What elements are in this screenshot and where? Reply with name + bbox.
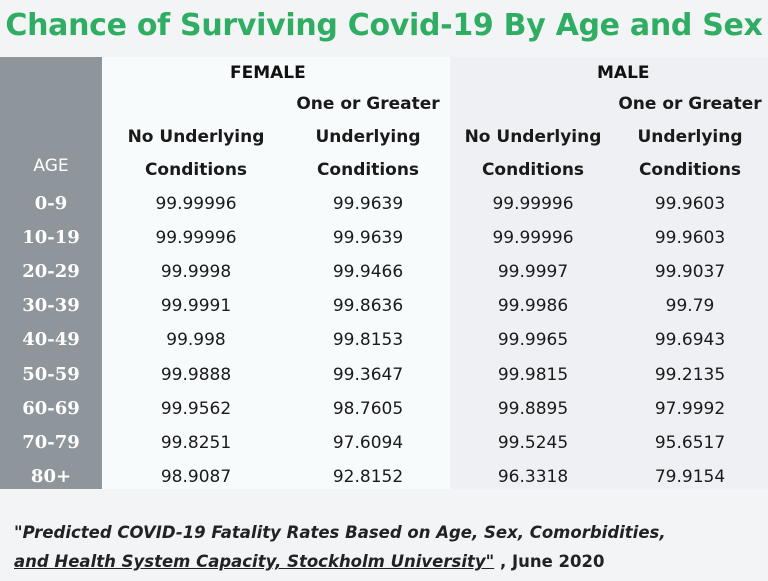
- caption-line-1: "Predicted COVID-19 Fatality Rates Based…: [14, 523, 666, 542]
- value-cell: 99.9991: [160, 296, 232, 317]
- value-cell: 99.9639: [332, 194, 404, 214]
- value-cell: 99.2135: [654, 364, 726, 385]
- header-line: Underlying: [637, 127, 743, 147]
- value-cell: 99.5245: [497, 432, 569, 453]
- age-cell: 60-69: [22, 397, 80, 419]
- age-header: AGE: [33, 156, 69, 176]
- header-line: No Underlying: [127, 127, 265, 147]
- table-row: 0-9 99.99996 99.9639 99.99996 99.9603: [0, 187, 768, 221]
- header-line: Conditions: [144, 160, 248, 180]
- value-cell: 99.9888: [160, 364, 232, 385]
- group-label-male: MALE: [597, 63, 650, 83]
- caption-date: , June 2020: [494, 552, 605, 571]
- value-cell: 99.9466: [332, 262, 404, 283]
- age-cell: 50-59: [22, 363, 80, 385]
- value-cell: 96.3318: [497, 466, 569, 487]
- table-row: 40-49 99.998 99.8153 99.9965 99.6943: [0, 323, 768, 357]
- age-cell: 80+: [30, 465, 72, 487]
- age-cell: 10-19: [22, 227, 80, 249]
- table-row: 10-19 99.99996 99.9639 99.99996 99.9603: [0, 221, 768, 255]
- group-label-female: FEMALE: [230, 63, 306, 83]
- table-row: 80+ 98.9087 92.8152 96.3318 79.9154: [0, 460, 768, 494]
- value-cell: 99.99996: [492, 194, 574, 214]
- header-line: Conditions: [638, 160, 742, 180]
- age-cell: 0-9: [34, 193, 68, 214]
- value-cell: 99.99996: [492, 228, 574, 249]
- value-cell: 99.9998: [160, 262, 232, 283]
- column-header-male-conditions: One or Greater Underlying Conditions: [612, 88, 768, 187]
- age-cell: 40-49: [22, 329, 80, 351]
- header-line: Conditions: [481, 160, 585, 180]
- table-row: 50-59 99.9888 99.3647 99.9815 99.2135: [0, 358, 768, 392]
- value-cell: 99.998: [166, 330, 226, 351]
- value-cell: 99.99996: [155, 228, 237, 249]
- header-line: One or Greater: [296, 94, 440, 114]
- value-cell: 99.8895: [497, 398, 569, 419]
- column-header-female-conditions: One or Greater Underlying Conditions: [286, 88, 450, 187]
- value-cell: 99.8251: [160, 432, 232, 453]
- value-cell: 79.9154: [654, 466, 726, 487]
- value-cell: 98.9087: [160, 466, 232, 487]
- chart-title: Chance of Surviving Covid-19 By Age and …: [5, 8, 763, 43]
- survival-table: FEMALE MALE No Underlying Conditions One…: [0, 57, 768, 489]
- value-cell: 99.8636: [332, 296, 404, 317]
- table-row: 20-29 99.9998 99.9466 99.9997 99.9037: [0, 255, 768, 289]
- value-cell: 99.9997: [497, 262, 569, 283]
- header-line: Underlying: [315, 127, 421, 147]
- value-cell: 99.9986: [497, 296, 569, 317]
- value-cell: 99.9639: [332, 228, 404, 249]
- value-cell: 98.7605: [332, 398, 404, 419]
- value-cell: 99.79: [665, 296, 715, 317]
- male-section-background: [450, 57, 768, 489]
- column-header-female-no-conditions: No Underlying Conditions: [116, 121, 276, 187]
- age-cell: 70-79: [22, 431, 80, 453]
- value-cell: 99.9965: [497, 330, 569, 351]
- age-cell: 20-29: [22, 261, 80, 283]
- source-caption: "Predicted COVID-19 Fatality Rates Based…: [14, 518, 754, 576]
- value-cell: 97.9992: [654, 398, 726, 419]
- value-cell: 99.9037: [654, 262, 726, 283]
- female-section-background: [102, 57, 450, 489]
- value-cell: 95.6517: [654, 432, 726, 453]
- header-line: No Underlying: [464, 127, 602, 147]
- value-cell: 97.6094: [332, 432, 404, 453]
- value-cell: 99.99996: [155, 194, 237, 214]
- column-header-male-no-conditions: No Underlying Conditions: [454, 121, 612, 187]
- table-row: 70-79 99.8251 97.6094 99.5245 95.6517: [0, 426, 768, 460]
- table-row: 30-39 99.9991 99.8636 99.9986 99.79: [0, 289, 768, 323]
- value-cell: 99.8153: [332, 330, 404, 351]
- value-cell: 99.9562: [160, 398, 232, 419]
- table-row: 60-69 99.9562 98.7605 99.8895 97.9992: [0, 392, 768, 426]
- header-line: Conditions: [316, 160, 420, 180]
- value-cell: 99.9603: [654, 228, 726, 249]
- caption-line-2: and Health System Capacity, Stockholm Un…: [14, 547, 754, 576]
- caption-source: and Health System Capacity, Stockholm Un…: [14, 552, 495, 571]
- value-cell: 99.6943: [654, 330, 726, 351]
- value-cell: 92.8152: [332, 466, 404, 487]
- value-cell: 99.9815: [497, 364, 569, 385]
- age-column-background: [0, 57, 102, 489]
- value-cell: 99.9603: [654, 194, 726, 214]
- age-cell: 30-39: [22, 295, 80, 317]
- header-line: One or Greater: [618, 94, 762, 114]
- value-cell: 99.3647: [332, 364, 404, 385]
